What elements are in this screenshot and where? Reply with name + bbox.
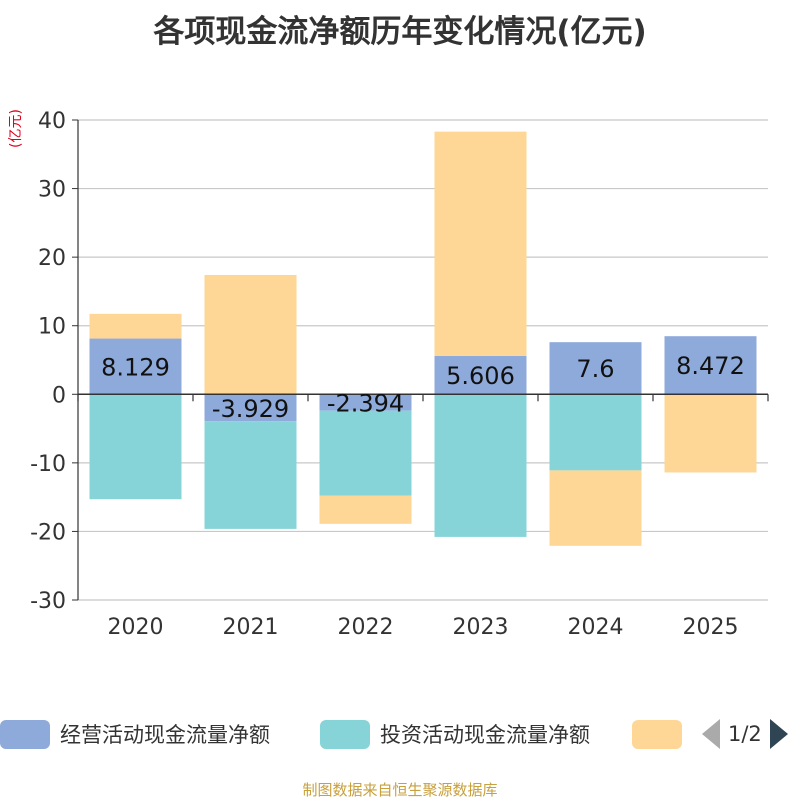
legend-pager: 1/2 xyxy=(702,716,788,752)
bar-investing-2024 xyxy=(549,394,642,471)
y-tick-label: -10 xyxy=(30,452,66,477)
data-label-2020: 8.129 xyxy=(101,353,170,381)
x-tick-label-2025: 2025 xyxy=(683,615,739,640)
y-tick-label: 30 xyxy=(38,178,66,203)
bar-financing-2025 xyxy=(664,394,757,473)
x-tick-label-2021: 2021 xyxy=(223,615,279,640)
chart-title: 各项现金流净额历年变化情况(亿元) xyxy=(153,14,647,50)
legend-item-investing[interactable]: 投资活动现金流量净额 xyxy=(320,716,590,752)
legend-item-operating[interactable]: 经营活动现金流量净额 xyxy=(0,716,270,752)
bar-financing-2023 xyxy=(434,131,527,356)
x-tick-label-2022: 2022 xyxy=(338,615,394,640)
y-tick-label: 40 xyxy=(38,109,66,134)
legend-next-icon[interactable] xyxy=(769,719,788,749)
data-label-2023: 5.606 xyxy=(446,362,515,390)
y-tick-label: 10 xyxy=(38,315,66,340)
bar-operating-2025 xyxy=(664,336,757,395)
bar-operating-2024 xyxy=(549,342,642,395)
bar-operating-2020 xyxy=(89,338,182,395)
y-tick-label: -30 xyxy=(30,589,66,614)
bar-financing-2020 xyxy=(89,313,182,339)
data-label-2025: 8.472 xyxy=(676,352,745,380)
legend-swatch-investing xyxy=(320,719,370,749)
legend-page-indicator: 1/2 xyxy=(728,722,762,746)
bar-financing-2024 xyxy=(549,470,642,546)
stacked-bar-chart: 40 30 20 10 0 -10 -20 -30 8.129 -3.929 -2.394 5.606… xyxy=(30,109,769,640)
y-tick-label: 20 xyxy=(38,246,66,271)
bar-investing-2023 xyxy=(434,394,527,537)
bar-investing-2021 xyxy=(204,421,297,529)
bar-investing-2022 xyxy=(319,410,412,496)
bar-operating-2022 xyxy=(319,394,412,411)
bar-financing-2021 xyxy=(204,274,297,395)
y-tick-label: -20 xyxy=(30,520,66,545)
source-footer: 制图数据来自恒生聚源数据库 xyxy=(302,781,498,799)
bar-operating-2021 xyxy=(204,394,297,422)
legend-label-investing: 投资活动现金流量净额 xyxy=(380,723,590,747)
x-tick-label-2024: 2024 xyxy=(568,615,624,640)
y-tick-label: 0 xyxy=(52,383,66,408)
data-label-2022: -2.394 xyxy=(327,389,404,417)
legend: 经营活动现金流量净额 投资活动现金流量净额 1/2 xyxy=(0,716,800,756)
legend-item-financing[interactable] xyxy=(632,716,692,752)
legend-prev-icon[interactable] xyxy=(702,719,720,749)
bar-financing-2022 xyxy=(319,495,412,524)
x-tick-label-2023: 2023 xyxy=(453,615,509,640)
bar-operating-2023 xyxy=(434,355,527,395)
legend-swatch-operating xyxy=(0,719,50,749)
data-label-2021: -3.929 xyxy=(212,395,289,423)
data-label-2024: 7.6 xyxy=(576,355,614,383)
legend-swatch-financing xyxy=(632,719,682,749)
x-tick-label-2020: 2020 xyxy=(108,615,164,640)
bar-investing-2020 xyxy=(89,394,182,500)
legend-label-operating: 经营活动现金流量净额 xyxy=(60,723,270,747)
